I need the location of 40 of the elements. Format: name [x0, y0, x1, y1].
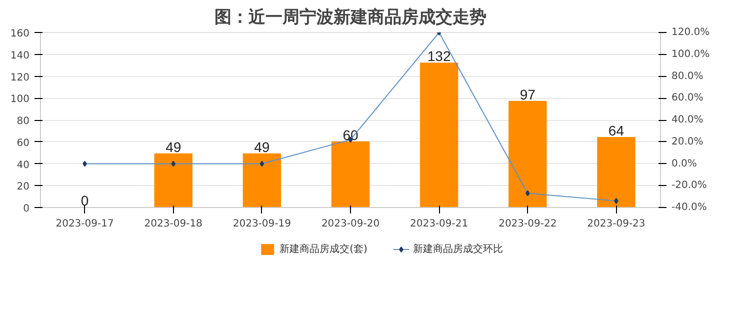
y-tick-label: 20 — [16, 182, 30, 193]
data-label: 49 — [166, 138, 182, 155]
x-tick-label: 2023-09-18 — [144, 218, 202, 230]
bar — [242, 153, 282, 208]
y-tick-label: 100 — [10, 94, 30, 106]
data-label: 64 — [608, 122, 624, 138]
x-tick-label: 2023-09-20 — [321, 218, 380, 230]
x-tick-label: 2023-09-17 — [56, 218, 114, 230]
y-tick-label: 160 — [10, 28, 30, 40]
y2-tick-label: 60.0% — [672, 92, 704, 104]
y2-tick-label: 80.0% — [672, 70, 704, 82]
y-tick-label: 0 — [23, 204, 30, 214]
legend-label: 新建商品房成交(套) — [280, 243, 368, 255]
y-tick-label: 60 — [16, 138, 30, 149]
y-tick-label: 40 — [16, 160, 30, 171]
y2-tick-label: -20.0% — [672, 180, 707, 192]
y2-tick-label: 100.0% — [672, 48, 710, 60]
y-tick-label: 140 — [10, 50, 30, 62]
y2-tick-label: -40.0% — [672, 202, 707, 213]
x-tick-label: 2023-09-22 — [498, 218, 557, 230]
data-label: 0 — [80, 192, 89, 208]
y2-tick-label: 0.0% — [672, 158, 697, 170]
bar — [597, 137, 636, 208]
y-tick-label: 120 — [10, 72, 30, 84]
x-tick-label: 2023-09-19 — [232, 218, 291, 230]
bar — [154, 153, 192, 208]
y-tick-label: 80 — [16, 116, 30, 127]
y2-tick-label: 20.0% — [672, 136, 704, 148]
data-label: 132 — [427, 48, 451, 64]
y2-tick-label: 40.0% — [672, 114, 704, 126]
bar — [331, 141, 370, 208]
bar — [420, 62, 458, 208]
chart-title: 图：近一周宁波新建商品房成交走势 — [214, 8, 486, 28]
y2-tick-label: 120.0% — [672, 27, 710, 38]
data-label: 97 — [520, 86, 536, 102]
x-tick-label: 2023-09-23 — [587, 218, 646, 230]
x-tick-label: 2023-09-21 — [410, 218, 468, 230]
data-label: 49 — [254, 138, 270, 155]
bar — [508, 100, 547, 208]
legend-label: 新建商品房成交环比 — [413, 243, 504, 255]
